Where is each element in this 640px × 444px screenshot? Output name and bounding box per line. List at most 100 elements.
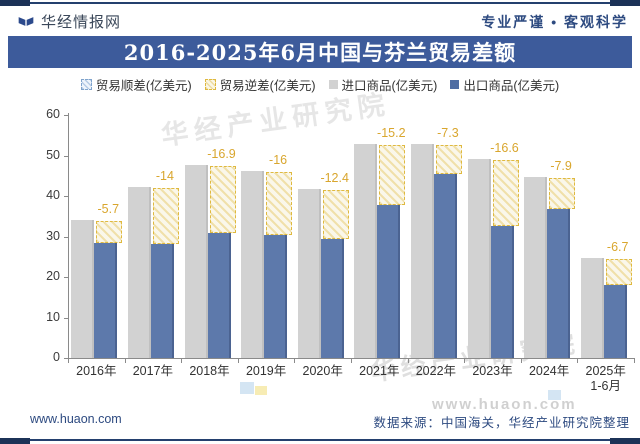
import-bar (71, 219, 95, 358)
watermark-logo-square (548, 390, 561, 400)
x-axis-category-label: 2017年 (132, 364, 174, 378)
deficit-bar (605, 258, 632, 286)
watermark-logo-square (240, 382, 254, 394)
deficit-value-label: -6.7 (606, 239, 629, 254)
x-axis-category-label: 2016年 (76, 364, 117, 378)
x-axis-category-label: 2025年 1-6月 (585, 364, 626, 393)
legend-label: 进口商品(亿美元) (341, 79, 438, 93)
deficit-value-label: -16.6 (490, 140, 519, 155)
brand-name: 华经情报网 (41, 14, 122, 31)
y-axis-tick (64, 277, 68, 278)
legend-item-export: 出口商品(亿美元) (450, 75, 559, 94)
export-bar (207, 233, 231, 358)
deficit-value-label: -16.9 (207, 146, 236, 161)
deficit-value-label: -5.7 (97, 201, 120, 216)
footer-data-source: 数据来源：中国海关，华经产业研究院整理 (373, 416, 630, 430)
chart-title: 2016-2025年6月中国与芬兰贸易差额 (123, 40, 517, 65)
deficit-value-label: -7.9 (550, 158, 572, 173)
x-axis-tick (181, 359, 183, 363)
y-axis-tick-label: 60 (46, 107, 60, 121)
deficit-bar (209, 165, 236, 234)
export-bar (547, 208, 571, 358)
deficit-bar (96, 220, 123, 243)
x-axis-category-label: 2023年 (472, 364, 513, 378)
legend-item-surplus: 贸易顺差(亿美元) (80, 75, 192, 94)
x-axis-tick (634, 359, 635, 363)
x-axis-line (68, 358, 635, 359)
plot-area: -5.7 -14 -16.9 -16 -12.4 -15.2 -7.3 -16.6 -7.9 -6… (68, 115, 634, 358)
deficit-bar (379, 144, 406, 206)
import-bar (410, 144, 434, 358)
x-axis-tick (407, 359, 409, 363)
x-axis-tick (68, 359, 69, 363)
y-axis-tick-label: 0 (53, 350, 60, 364)
x-axis-tick (520, 359, 522, 363)
y-axis-tick (64, 317, 68, 319)
x-axis-tick (351, 359, 352, 363)
import-bar (580, 257, 604, 358)
deficit-value-label: -12.4 (320, 171, 349, 186)
y-axis-tick-label: 40 (46, 188, 60, 202)
legend-label: 贸易逆差(亿美元) (219, 79, 316, 93)
x-axis-tick (464, 359, 466, 363)
import-bar (354, 143, 378, 358)
y-axis-tick-label: 10 (46, 309, 60, 324)
legend-label: 贸易顺差(亿美元) (95, 79, 192, 93)
import-bar (467, 158, 491, 358)
top-left-border-cap (0, 0, 30, 6)
export-bar (433, 173, 457, 358)
y-axis-tick-label: 20 (46, 269, 60, 283)
x-axis-category-label: 2018年 (189, 364, 230, 378)
deficit-bar (266, 171, 293, 236)
footer-site-url: www.huaon.com (30, 412, 122, 426)
x-axis-category-label: 2021年 (359, 364, 400, 378)
deficit-bar (435, 145, 462, 174)
deficit-value-label: -14 (155, 169, 174, 184)
top-right-border-cap (610, 0, 640, 6)
export-bar (490, 225, 514, 358)
import-bar (297, 189, 321, 358)
deficit-value-label: -7.3 (437, 126, 459, 141)
deficit-bar (492, 159, 519, 226)
deficit-value-label: -15.2 (377, 125, 406, 140)
export-bar (150, 243, 174, 358)
x-axis-category-label: 2022年 (415, 364, 457, 378)
y-axis-tick-label: 30 (46, 228, 60, 243)
bottom-border-line (0, 439, 640, 441)
x-axis-tick (237, 359, 239, 363)
huajing-logo-icon (18, 17, 34, 26)
header-slogan: 专业严谨 • 客观科学 (481, 14, 628, 30)
x-axis-tick (124, 359, 126, 363)
x-axis-tick (294, 359, 296, 363)
import-bar (241, 170, 265, 358)
y-axis-tick-label: 50 (46, 147, 60, 162)
export-bar (377, 205, 401, 358)
import-bar (524, 176, 548, 358)
import-legend-marker-icon (328, 80, 338, 89)
export-bar (94, 242, 118, 358)
x-axis-category-label: 2024年 (528, 364, 570, 378)
y-axis-line (68, 113, 69, 358)
deficit-value-label: -16 (269, 152, 288, 167)
deficit-bar (549, 177, 576, 209)
bottom-left-border-cap (0, 438, 30, 444)
top-border-line (0, 2, 640, 4)
legend-label: 出口商品(亿美元) (463, 79, 560, 93)
export-bar (320, 239, 344, 358)
watermark-url: www.huaon.com (432, 396, 577, 413)
y-axis-tick (64, 155, 68, 157)
y-axis-tick (64, 196, 68, 197)
deficit-legend-marker-icon (204, 79, 216, 90)
deficit-bar (152, 188, 179, 244)
x-axis-category-label: 2020年 (302, 364, 343, 378)
brand: 华经情报网 (18, 11, 121, 32)
legend-item-import: 进口商品(亿美元) (328, 75, 438, 94)
y-axis-tick (64, 115, 68, 116)
watermark-logo-square (255, 386, 267, 395)
bottom-right-border-cap (610, 438, 640, 444)
deficit-bar (322, 190, 349, 240)
export-bar (603, 285, 627, 358)
surplus-legend-marker-icon (80, 79, 92, 90)
x-axis-tick (577, 359, 579, 363)
